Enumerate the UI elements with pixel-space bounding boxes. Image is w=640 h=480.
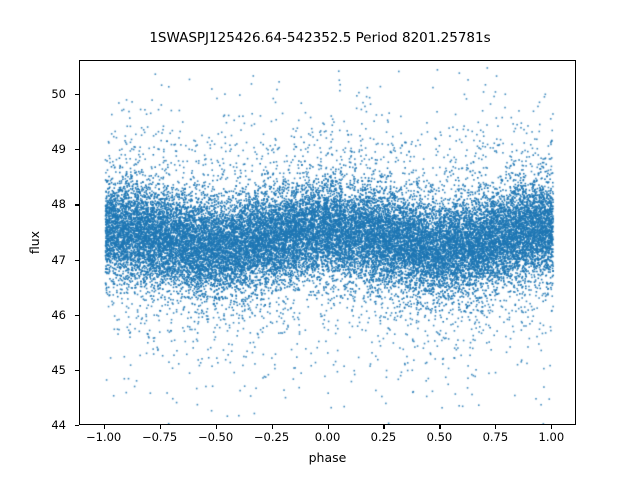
- y-tick-mark: [75, 425, 79, 427]
- x-tick-label: −0.25: [253, 430, 290, 444]
- x-tick-label: 0.50: [426, 430, 453, 444]
- x-tick-mark: [215, 425, 217, 429]
- y-tick-mark: [75, 149, 79, 151]
- scatter-plot-canvas: [80, 61, 575, 424]
- x-tick-mark: [103, 425, 105, 429]
- x-tick-label: −0.50: [197, 430, 234, 444]
- x-tick-mark: [439, 425, 441, 429]
- y-tick-label: 48: [51, 197, 66, 212]
- x-tick-mark: [383, 425, 385, 429]
- x-tick-label: 1.00: [538, 430, 565, 444]
- x-tick-mark: [495, 425, 497, 429]
- y-tick-label: 46: [51, 307, 66, 322]
- x-axis-label: phase: [308, 450, 347, 465]
- x-tick-label: −0.75: [141, 430, 178, 444]
- y-tick-label: 45: [51, 362, 66, 377]
- y-tick-label: 50: [51, 87, 66, 102]
- y-tick-mark: [75, 369, 79, 371]
- y-tick-mark: [75, 259, 79, 261]
- y-axis-label: flux: [27, 230, 42, 255]
- page-title: 1SWASPJ125426.64-542352.5 Period 8201.25…: [149, 30, 491, 46]
- x-tick-mark: [159, 425, 161, 429]
- x-tick-label: −1.00: [86, 430, 122, 444]
- y-tick-label: 47: [51, 252, 66, 267]
- x-tick-label: 0.25: [370, 430, 397, 444]
- y-tick-mark: [75, 314, 79, 316]
- x-tick-label: 0.75: [482, 430, 509, 444]
- x-tick-mark: [327, 425, 329, 429]
- y-tick-label: 44: [51, 418, 66, 432]
- y-tick-mark: [75, 204, 79, 206]
- y-tick-mark: [75, 94, 79, 96]
- x-tick-label: 0.00: [314, 430, 341, 444]
- x-tick-mark: [551, 425, 553, 429]
- plot-axes: [79, 60, 576, 425]
- x-tick-mark: [271, 425, 273, 429]
- y-tick-label: 49: [51, 142, 66, 157]
